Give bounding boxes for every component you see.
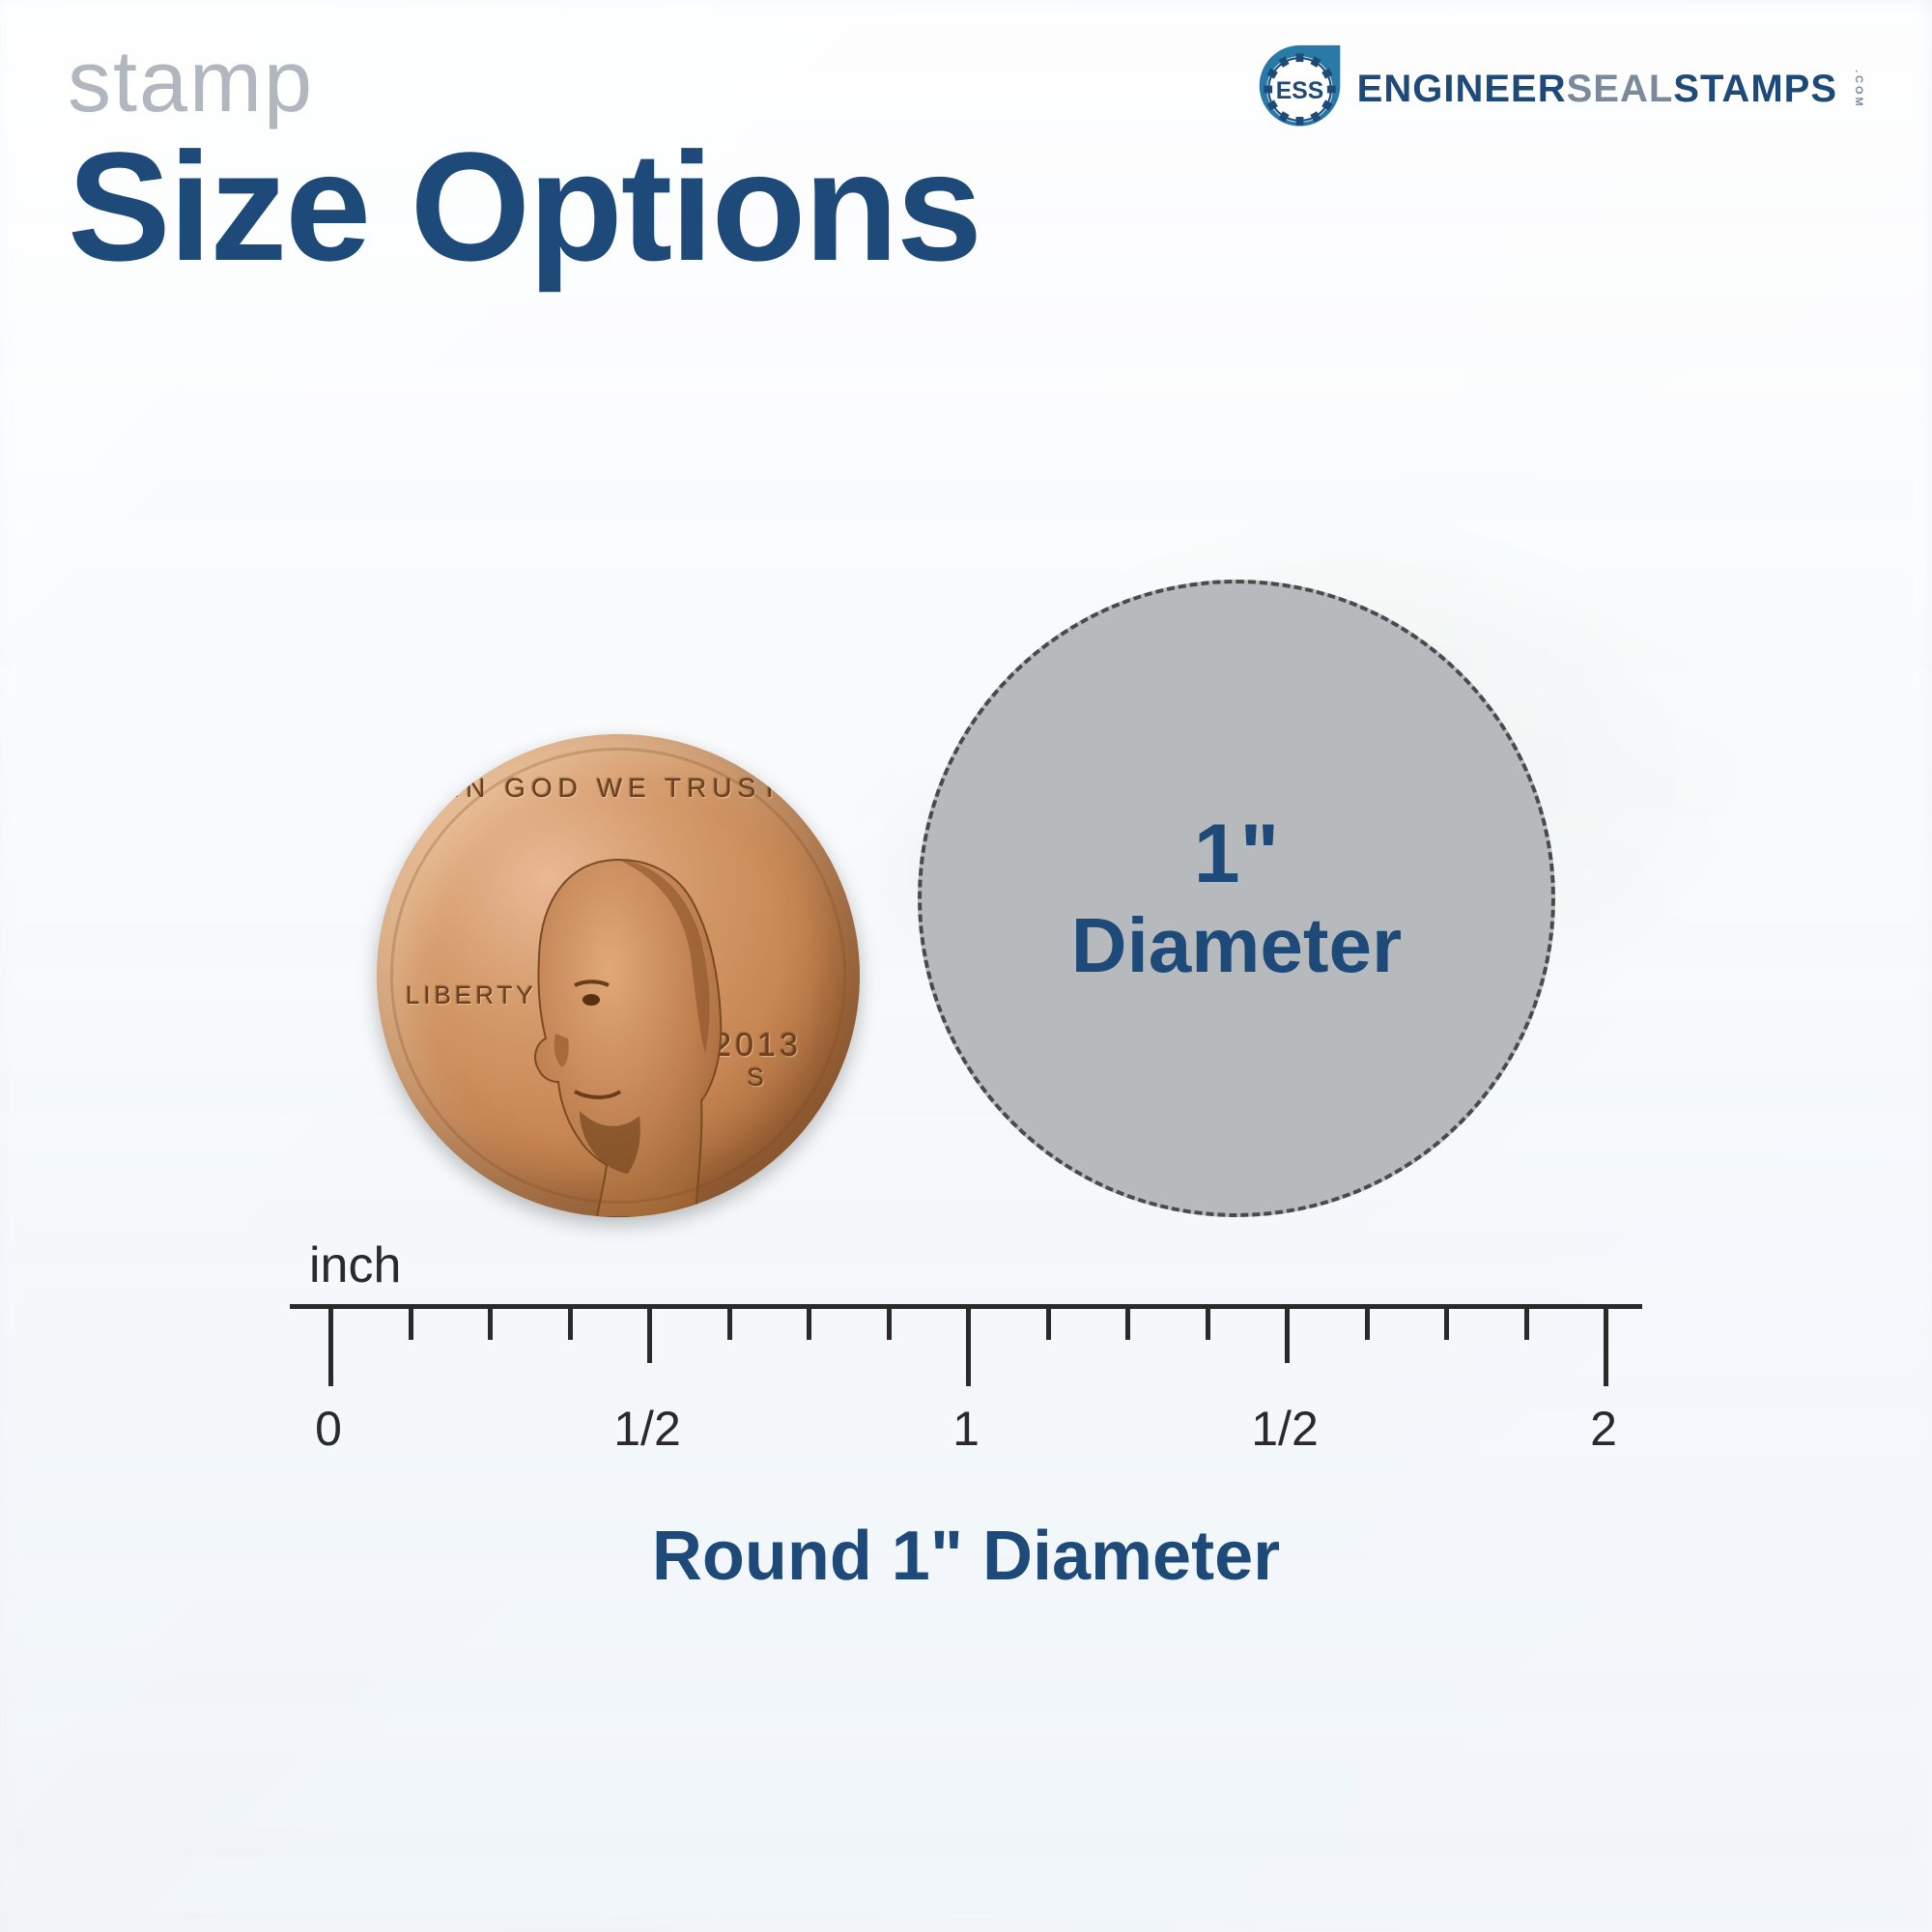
logo-badge-icon: ESS bbox=[1254, 43, 1346, 135]
brand-logo: ESS ENGINEERSEALSTAMPS .COM bbox=[1254, 43, 1864, 135]
ruler-tick bbox=[807, 1309, 811, 1340]
header-small-label: stamp bbox=[68, 39, 980, 126]
comparison-row: IN GOD WE TRUST LIBERTY 2013 S bbox=[145, 580, 1787, 1217]
size-value: 1" bbox=[1194, 807, 1280, 902]
penny-year: 2013 bbox=[713, 1027, 802, 1064]
caption: Round 1" Diameter bbox=[145, 1517, 1787, 1596]
ruler-tick bbox=[887, 1309, 892, 1340]
ruler-tick-label: 0 bbox=[315, 1401, 342, 1457]
ruler-tick-label: 1/2 bbox=[1251, 1401, 1319, 1457]
ruler-tick bbox=[1125, 1309, 1130, 1340]
ruler-unit-label: inch bbox=[309, 1236, 1642, 1294]
ruler-tick bbox=[1604, 1309, 1608, 1386]
logo-wordmark: ENGINEERSEALSTAMPS bbox=[1357, 68, 1837, 111]
logo-word-seal: SEAL bbox=[1567, 68, 1674, 110]
penny-year-block: 2013 S bbox=[713, 1028, 802, 1092]
size-label: Diameter bbox=[1071, 901, 1402, 990]
header: stamp Size Options bbox=[68, 39, 980, 288]
ruler-tick bbox=[1046, 1309, 1051, 1340]
ruler-tick-label: 1 bbox=[952, 1401, 980, 1457]
ruler-scale: 01/211/22 bbox=[290, 1304, 1642, 1439]
ruler-tick bbox=[328, 1309, 333, 1386]
ruler-tick bbox=[409, 1309, 413, 1340]
main-content: IN GOD WE TRUST LIBERTY 2013 S bbox=[145, 580, 1787, 1596]
penny-mintmark: S bbox=[713, 1064, 802, 1092]
ruler-tick bbox=[1524, 1309, 1529, 1340]
penny-liberty: LIBERTY bbox=[406, 980, 537, 1010]
penny-motto: IN GOD WE TRUST bbox=[377, 773, 860, 804]
ruler-tick bbox=[1365, 1309, 1370, 1340]
logo-dotcom: .COM bbox=[1853, 70, 1864, 109]
size-circle: 1" Diameter bbox=[918, 580, 1555, 1217]
ruler-tick bbox=[727, 1309, 732, 1340]
ruler-tick bbox=[568, 1309, 573, 1340]
ruler-tick bbox=[488, 1309, 493, 1340]
penny-coin: IN GOD WE TRUST LIBERTY 2013 S bbox=[377, 734, 860, 1217]
ruler: inch 01/211/22 bbox=[290, 1236, 1642, 1439]
ruler-tick-label: 1/2 bbox=[613, 1401, 681, 1457]
ruler-tick bbox=[1444, 1309, 1449, 1340]
ruler-tick-label: 2 bbox=[1590, 1401, 1617, 1457]
logo-word-stamps: STAMPS bbox=[1673, 68, 1837, 110]
lincoln-profile-icon bbox=[483, 840, 753, 1217]
header-title: Size Options bbox=[68, 126, 980, 288]
ruler-tick bbox=[647, 1309, 652, 1363]
ruler-tick bbox=[1285, 1309, 1290, 1363]
ruler-tick bbox=[966, 1309, 971, 1386]
ruler-tick bbox=[1206, 1309, 1210, 1340]
logo-word-engineer: ENGINEER bbox=[1357, 68, 1567, 110]
logo-badge-text: ESS bbox=[1275, 78, 1322, 104]
